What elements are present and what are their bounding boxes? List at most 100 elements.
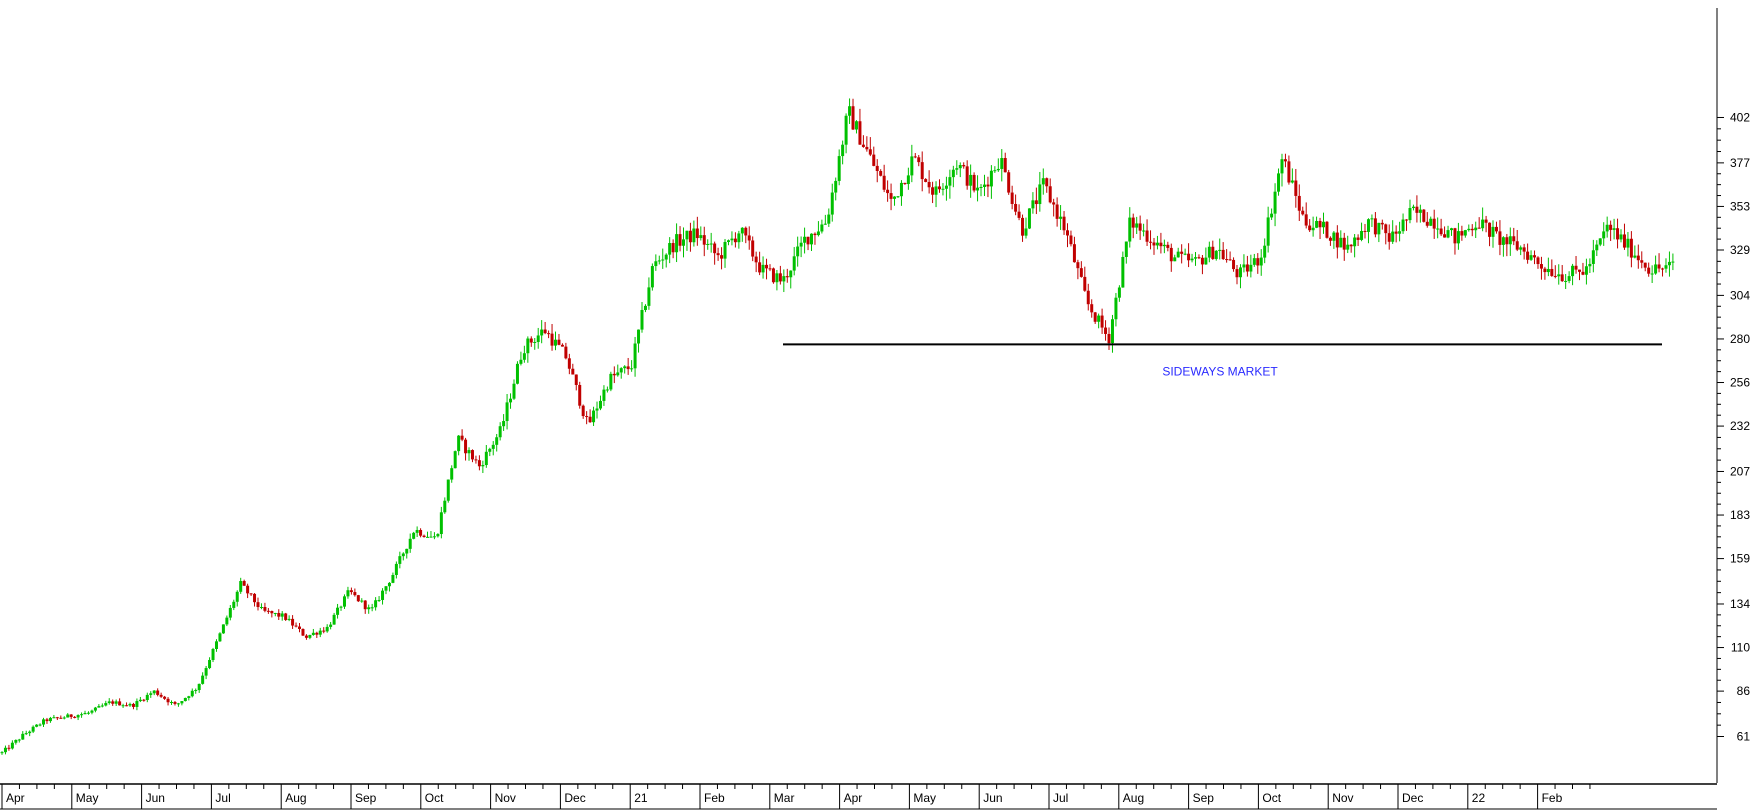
candle-body: [1114, 297, 1118, 320]
candle-body: [1152, 242, 1156, 246]
candle-body: [1076, 262, 1080, 269]
candle-body: [1024, 228, 1028, 236]
candle-body: [1505, 237, 1509, 245]
candle-body: [107, 701, 111, 704]
candle-body: [1245, 264, 1249, 272]
candle-body: [654, 261, 658, 267]
candle-body: [419, 529, 423, 536]
candle-body: [38, 724, 42, 726]
candle-body: [754, 256, 758, 263]
candle-body: [623, 366, 627, 369]
x-tick-label: Oct: [1262, 791, 1281, 805]
candle-body: [353, 592, 357, 596]
y-tick-label: 207: [1730, 464, 1750, 478]
y-ticks: 61 86 110 134 159 183 207 232 256 280 304 329 353 377…: [1717, 110, 1750, 744]
candle-body: [598, 400, 602, 409]
candle-body: [253, 593, 257, 603]
candle-body: [1616, 228, 1620, 240]
candle-body: [21, 733, 25, 740]
candle-body: [145, 694, 149, 701]
candle-body: [159, 694, 163, 697]
candle-body: [643, 305, 647, 311]
candle-body: [851, 106, 855, 130]
candle-body: [844, 115, 848, 145]
candle-body: [1346, 244, 1350, 250]
x-tick-label: Apr: [6, 791, 25, 805]
candle-body: [1000, 158, 1004, 169]
candle-body: [1391, 231, 1395, 242]
candle-body: [564, 346, 568, 359]
candle-body: [1294, 180, 1298, 196]
candle-body: [685, 230, 689, 240]
candle-body: [1443, 234, 1447, 238]
candle-body: [1183, 253, 1187, 255]
candle-body: [976, 187, 980, 191]
candle-body: [1602, 231, 1606, 239]
y-tick-label: 304: [1730, 288, 1750, 302]
candle-body: [370, 607, 374, 609]
x-tick-label: Sep: [1193, 791, 1215, 805]
candle-body: [450, 468, 454, 480]
candle-body: [1007, 172, 1011, 193]
candle-body: [52, 717, 56, 719]
candle-body: [62, 717, 66, 719]
candle-body: [858, 121, 862, 145]
candle-body: [1671, 261, 1675, 263]
candle-body: [1173, 257, 1177, 262]
candle-body: [595, 408, 599, 411]
x-tick-label: Feb: [704, 791, 725, 805]
candle-body: [1021, 217, 1025, 236]
candle-body: [1159, 242, 1163, 247]
candle-body: [367, 607, 371, 610]
candle-body: [180, 701, 184, 704]
candle-body: [996, 168, 1000, 171]
candle-body: [1162, 244, 1166, 247]
candle-body: [1187, 253, 1191, 261]
candle-body: [1481, 219, 1485, 229]
candle-body: [778, 273, 782, 282]
candle-body: [266, 610, 270, 612]
candle-body: [48, 717, 52, 722]
candle-body: [730, 238, 734, 241]
candle-body: [837, 156, 841, 181]
candle-body: [1059, 216, 1063, 219]
candle-body: [903, 182, 907, 185]
candle-body: [1474, 227, 1478, 231]
candle-body: [526, 338, 530, 354]
candle-body: [792, 256, 796, 271]
candle-body: [723, 241, 727, 259]
candle-body: [128, 703, 132, 706]
candle-body: [675, 234, 679, 253]
candle-body: [1425, 221, 1429, 226]
candle-body: [948, 177, 952, 186]
candle-body: [861, 144, 865, 147]
candle-body: [235, 591, 239, 602]
candle-body: [1536, 257, 1540, 265]
candle-body: [1280, 159, 1284, 174]
candle-body: [879, 170, 883, 176]
candle-body: [1107, 333, 1111, 344]
candle-body: [1232, 259, 1236, 270]
candle-body: [273, 612, 277, 614]
candle-body: [498, 426, 502, 438]
candle-body: [1654, 264, 1658, 274]
candle-body: [156, 690, 160, 695]
candle-body: [315, 632, 319, 635]
candle-body: [962, 165, 966, 167]
candle-body: [10, 742, 14, 749]
candle-body: [31, 726, 35, 732]
candle-body: [163, 696, 167, 699]
candle-body: [415, 529, 419, 533]
candle-body: [308, 634, 312, 638]
candle-body: [854, 121, 858, 130]
candle-body: [83, 713, 87, 715]
candle-body: [1138, 223, 1142, 231]
candle-body: [1432, 218, 1436, 229]
candle-body: [1256, 258, 1260, 266]
candle-body: [1093, 312, 1097, 322]
candle-body: [336, 607, 340, 615]
y-tick-label: 159: [1730, 552, 1750, 566]
candle-body: [1636, 255, 1640, 261]
y-tick-label: 377: [1730, 156, 1750, 170]
candle-body: [543, 329, 547, 334]
